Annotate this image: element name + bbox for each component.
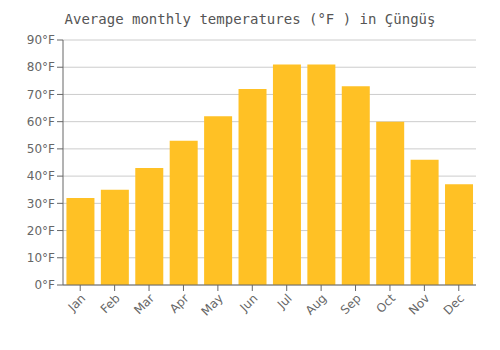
svg-text:Feb: Feb — [98, 291, 123, 316]
svg-text:Sep: Sep — [338, 291, 364, 317]
svg-text:60°F: 60°F — [27, 115, 55, 129]
svg-text:Oct: Oct — [374, 291, 399, 316]
html-text:Average monthly temperatures (: Average monthly temperatures (°F ) in Çü… — [64, 11, 436, 27]
svg-text:90°F: 90°F — [27, 33, 55, 47]
svg-text:May: May — [199, 291, 226, 318]
svg-text:Mar: Mar — [131, 291, 157, 317]
svg-text:Jun: Jun — [237, 291, 261, 315]
svg-text:10°F: 10°F — [27, 251, 55, 265]
svg-text:80°F: 80°F — [27, 60, 55, 74]
svg-text:50°F: 50°F — [27, 142, 55, 156]
svg-text:20°F: 20°F — [27, 224, 55, 238]
svg-text:Jan: Jan — [65, 291, 89, 315]
svg-text:0°F: 0°F — [34, 278, 55, 292]
svg-text:Nov: Nov — [406, 291, 432, 317]
svg-text:Apr: Apr — [167, 291, 192, 316]
svg-text:30°F: 30°F — [27, 197, 55, 211]
svg-text:70°F: 70°F — [27, 88, 55, 102]
svg-text:40°F: 40°F — [27, 169, 55, 183]
svg-text:Aug: Aug — [303, 291, 329, 317]
svg-text:Jul: Jul — [274, 291, 295, 312]
svg-text:Dec: Dec — [441, 291, 467, 317]
